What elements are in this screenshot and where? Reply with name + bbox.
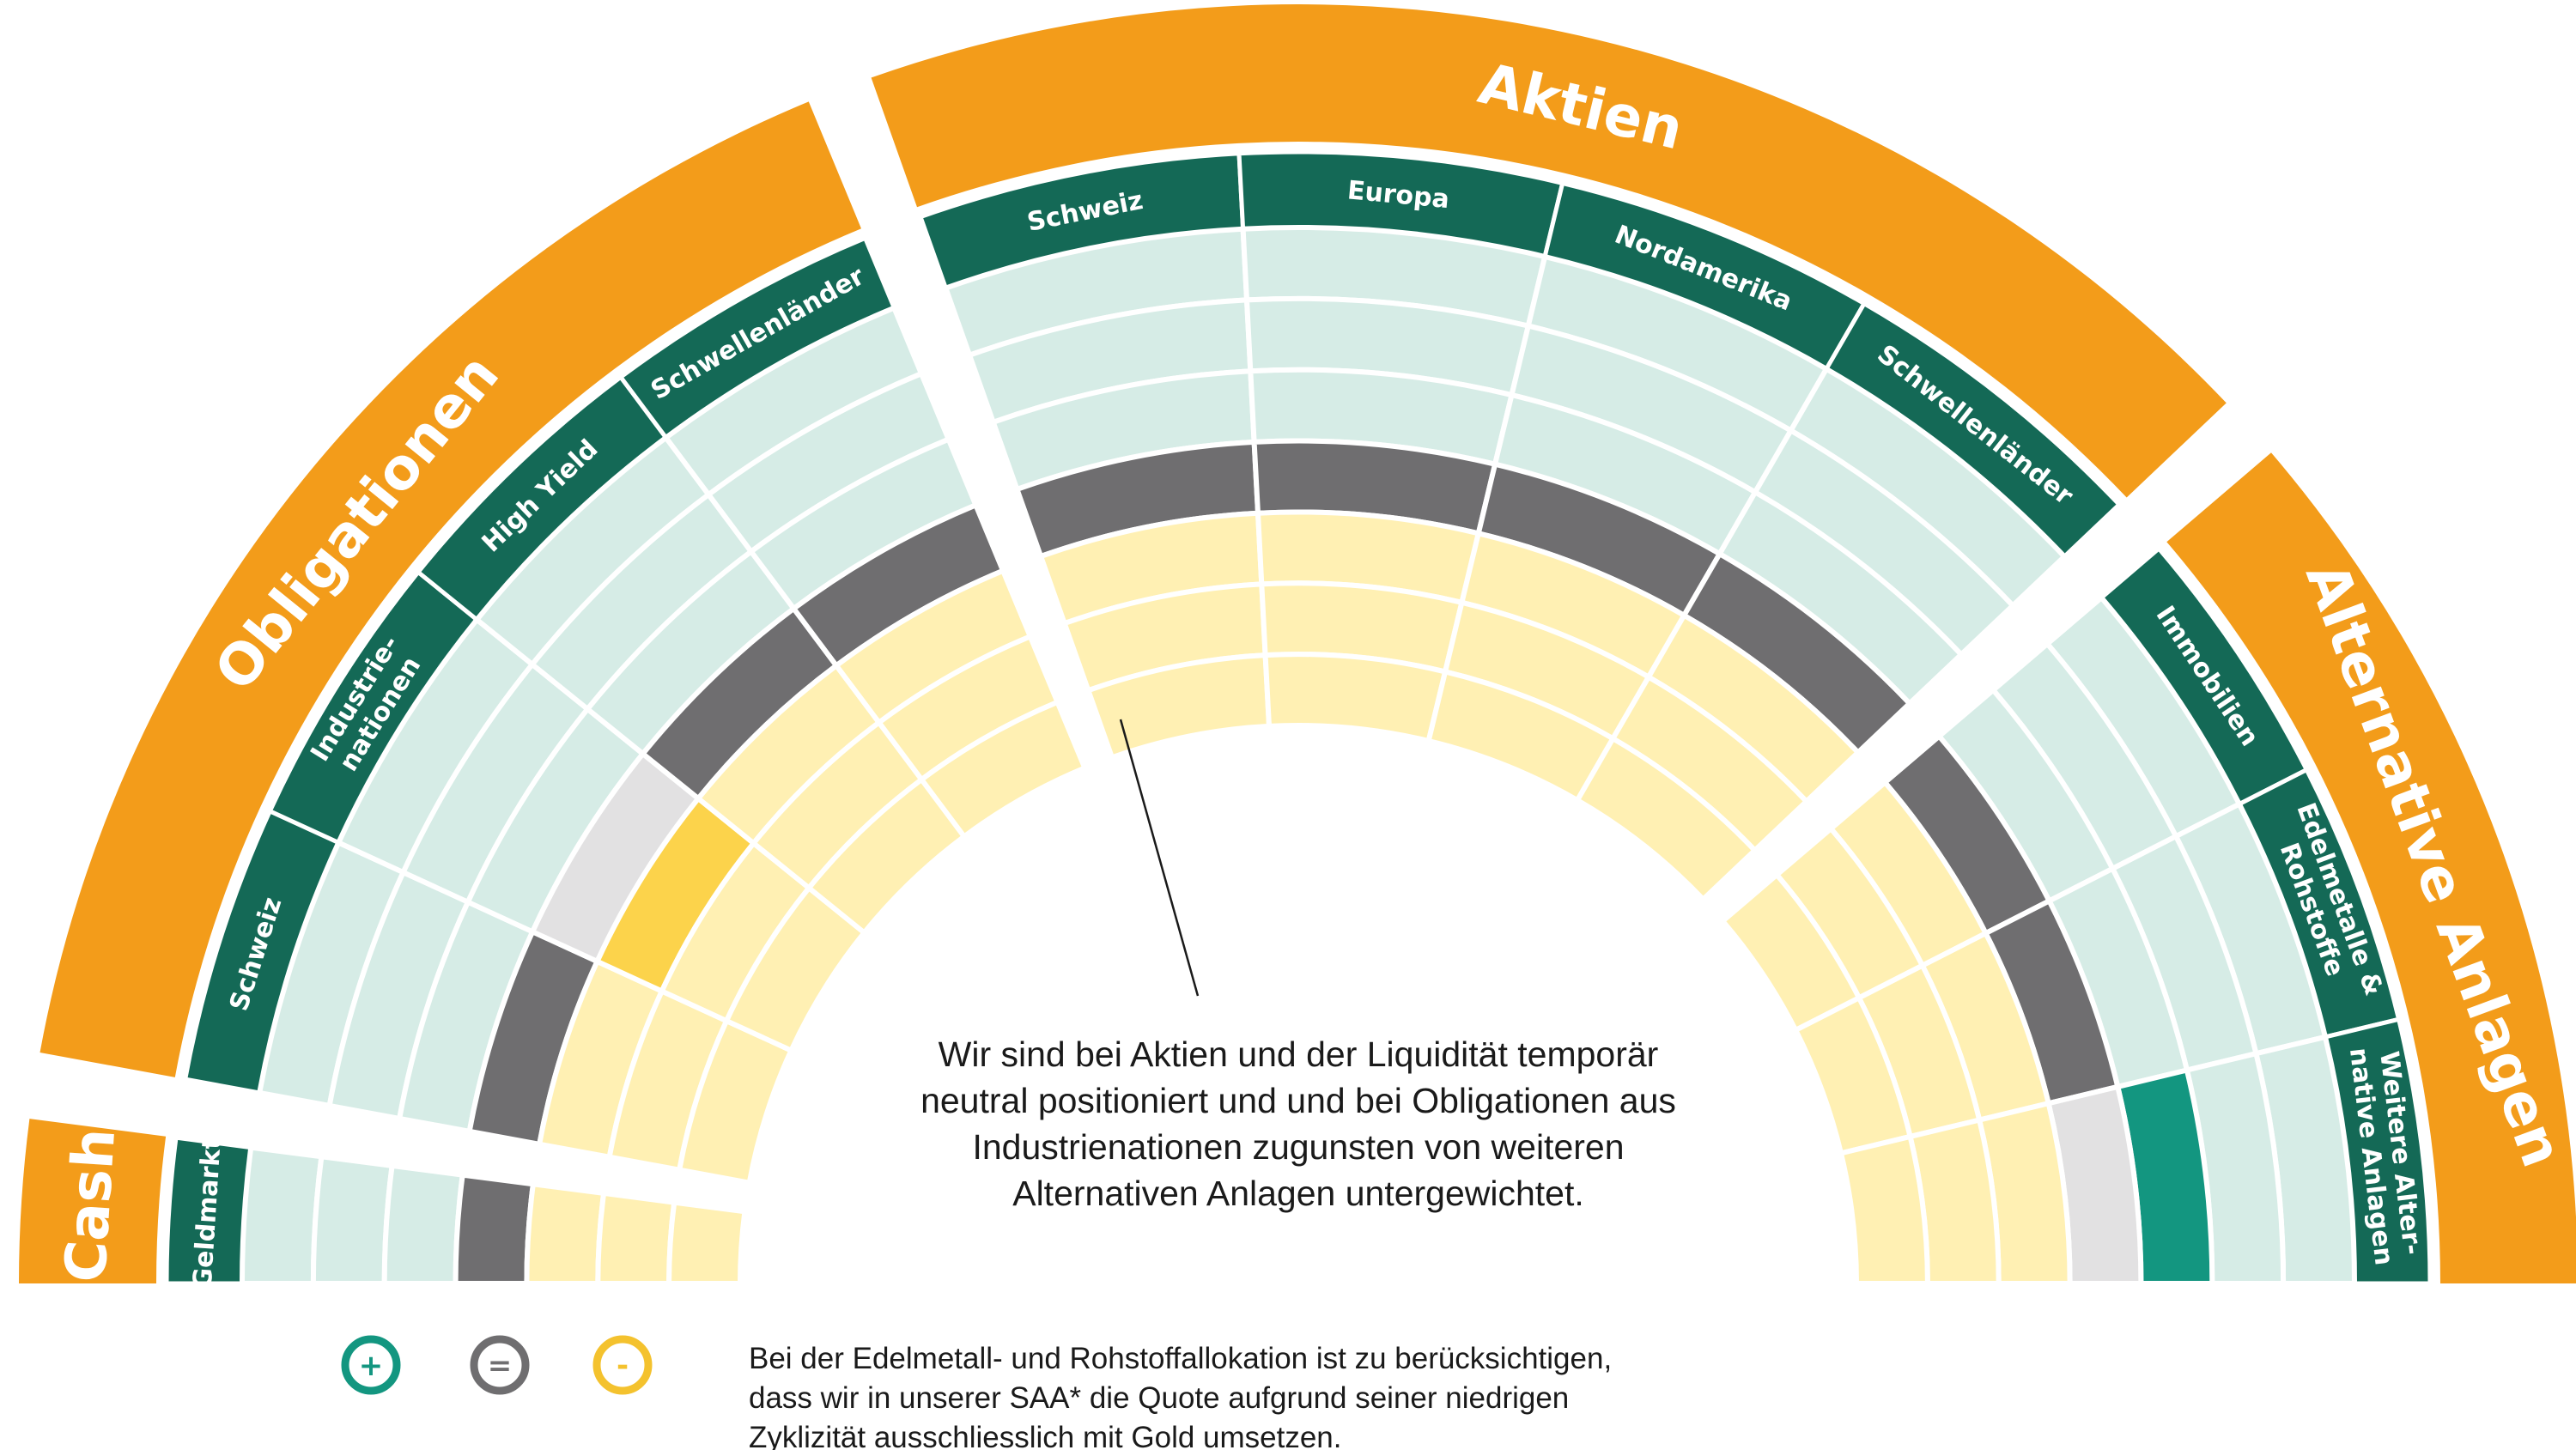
rating-grid [239, 225, 2358, 1286]
legend-neutral-icon: = [470, 1335, 530, 1395]
rating-cell [381, 1162, 466, 1286]
footnote: Bei der Edelmetall- und Rohstoffallokati… [749, 1342, 1612, 1450]
category-band-obligationen [39, 101, 861, 1077]
rating-cell [524, 1180, 607, 1286]
callout-leader-line [1119, 719, 1200, 997]
legend-overweight-icon: + [341, 1335, 401, 1395]
legend: + = - [341, 1335, 653, 1395]
category-label-cash: Cash [52, 1126, 128, 1284]
rating-cell [1838, 1133, 1930, 1286]
category-band-cash [18, 1119, 167, 1283]
footnote-line-3: Zyklizität ausschliesslich mit Gold umse… [749, 1421, 1342, 1450]
callout-line-1: Wir sind bei Aktien und der Liquidität t… [939, 1034, 1659, 1074]
rating-cell [918, 698, 1089, 840]
callout-line-3: Industrienationen zugunsten von weiteren [972, 1127, 1624, 1167]
rating-cell [453, 1172, 537, 1286]
rating-cell [310, 1153, 395, 1286]
rating-cell [1573, 735, 1759, 903]
footnote-line-1: Bei der Edelmetall- und Rohstoffallokati… [749, 1342, 1612, 1375]
svg-text:-: - [617, 1349, 629, 1383]
rating-cell [595, 1190, 677, 1286]
category-band-aktien [871, 4, 2227, 498]
callout-line-4: Alternativen Anlagen untergewichtet. [1012, 1174, 1584, 1213]
footnote-line-2: dass wir in unserer SAA* die Quote aufgr… [749, 1381, 1569, 1415]
rating-cell [1262, 652, 1449, 744]
svg-text:+: + [359, 1349, 384, 1383]
category-bands [18, 4, 2576, 1283]
svg-text:=: = [488, 1349, 513, 1383]
rating-cell [239, 1144, 325, 1286]
callout-line-2: neutral positioniert und und bei Obligat… [920, 1081, 1676, 1120]
callout-text-block: Wir sind bei Aktien und der Liquidität t… [920, 1034, 1676, 1213]
rating-cell [666, 1199, 748, 1286]
legend-underweight-icon: - [592, 1335, 653, 1395]
subcategory-headers [164, 149, 2433, 1286]
category-band-alternative [2166, 452, 2576, 1283]
